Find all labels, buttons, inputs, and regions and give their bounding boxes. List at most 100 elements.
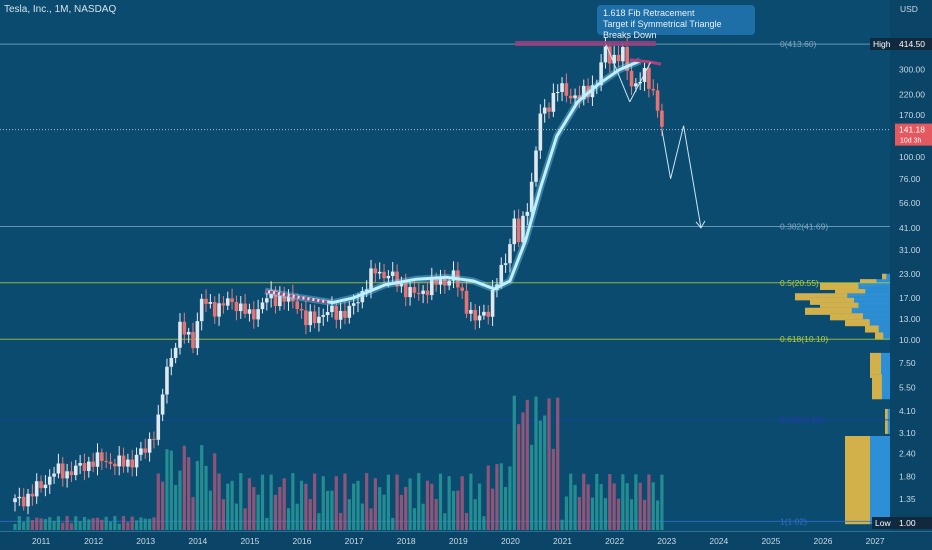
volume-bar [655,500,660,530]
candle-body [117,455,121,467]
candle-body [390,271,395,277]
candle-body [243,303,247,314]
volume-bar [117,523,121,530]
candle-body [655,90,660,111]
projection-arrowhead [695,220,706,229]
candle-body [482,311,486,316]
candle-body [477,315,482,321]
volume-bar [147,518,152,530]
volume-bar [521,412,525,530]
volume-bar [438,473,443,530]
volume-bar [473,499,477,530]
candle-body [39,481,43,489]
volume-bar [517,424,521,530]
volume-bar [161,481,165,530]
volume-bar [482,516,486,530]
candle-body [421,290,425,294]
candle-body [503,263,508,265]
time-axis-tick: 2014 [188,536,207,546]
volume-bar [590,497,595,530]
volume-bar [326,490,330,530]
volume-bar [48,517,52,530]
high-value-box [895,38,932,50]
triangle-line [605,44,631,103]
candle-body [443,278,447,286]
volume-bar [373,478,377,530]
candle-body [269,290,273,299]
candle-body [343,310,347,318]
candle-body [534,150,538,182]
candle-body [152,438,156,440]
volume-bar [22,521,26,530]
volume-bar [543,415,547,530]
volume-bar [208,490,212,530]
candle-body [43,484,48,489]
low-value: 1.00 [899,518,916,528]
volume-profile-bar-hi [835,288,866,296]
candle-body [238,303,243,312]
candle-body [660,110,664,127]
candle-body [568,95,573,99]
time-axis-tick: 2023 [657,536,676,546]
volume-bar [412,508,417,530]
candle-body [139,448,143,455]
volume-bar [395,474,399,530]
volume-bar [356,480,360,530]
time-axis-tick: 2017 [345,536,364,546]
volume-profile-bar-hi [882,273,887,281]
candle-body [347,305,352,318]
price-axis-tick: 41.00 [899,223,921,233]
low-label-box [872,517,895,529]
candle-body [564,83,569,96]
candle-body [395,271,399,287]
volume-bar [226,483,230,530]
candle-body [87,461,91,471]
candle-body [560,83,564,92]
symbol-header: Tesla, Inc., 1M, NASDAQ [4,4,117,15]
candle-body [325,311,330,316]
volume-bar [599,483,603,530]
volume-profile-bar-hi [820,282,859,290]
candle-body [191,331,195,349]
volume-bar [391,517,395,530]
fib-level-label: 1(1.02) [780,516,807,526]
candle-body [17,496,22,499]
candle-body [312,311,317,324]
volume-bar [616,498,621,530]
volume-bar [295,503,299,530]
candle-body [512,218,517,245]
volume-bar [625,483,629,530]
candle-body [195,321,200,349]
volume-bar [113,516,117,530]
volume-bar [347,499,351,530]
price-axis-panel [890,0,932,550]
volume-bar [130,516,134,530]
volume-bar [13,524,17,530]
time-axis-tick: 2022 [605,536,624,546]
candle-body [360,291,365,303]
candle-body [221,303,226,306]
time-axis-tick: 2027 [866,536,885,546]
candle-body [464,290,469,314]
candle-body [260,302,265,310]
time-axis-tick: 2025 [761,536,780,546]
volume-bar [234,503,239,530]
fib-level-label: 0.786(3.66) [780,415,824,425]
time-axis-tick: 2024 [709,536,728,546]
price-axis-tick: 23.00 [899,269,921,279]
volume-bar [143,518,147,530]
candle-body [121,455,126,467]
volume-bar [165,449,169,530]
candle-body [377,271,382,274]
projection-path [661,125,702,228]
candle-body [299,308,304,311]
candle-body [547,107,551,112]
volume-bar [286,508,291,530]
volume-bar [339,513,343,530]
candle-body [134,454,139,468]
candle-body [403,283,408,298]
volume-bar [195,460,199,530]
candle-body [212,302,217,317]
candle-body [334,305,339,320]
